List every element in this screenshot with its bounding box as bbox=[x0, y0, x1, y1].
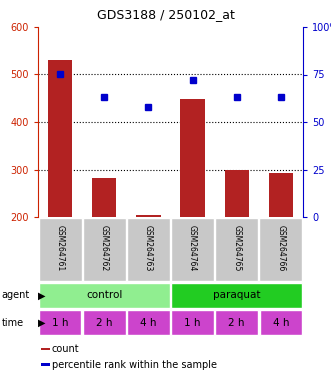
Bar bbox=[39, 283, 170, 308]
Bar bbox=[39, 310, 81, 335]
Text: 2 h: 2 h bbox=[228, 318, 245, 328]
Bar bbox=[127, 310, 170, 335]
Text: 1 h: 1 h bbox=[52, 318, 68, 328]
Text: 2 h: 2 h bbox=[96, 318, 113, 328]
Text: 4 h: 4 h bbox=[273, 318, 289, 328]
Bar bbox=[127, 218, 170, 281]
Text: GSM264762: GSM264762 bbox=[100, 225, 109, 271]
Text: control: control bbox=[86, 291, 122, 301]
Text: percentile rank within the sample: percentile rank within the sample bbox=[52, 359, 217, 369]
Bar bbox=[260, 310, 302, 335]
Text: ▶: ▶ bbox=[38, 318, 45, 328]
Bar bbox=[171, 218, 214, 281]
Text: time: time bbox=[2, 318, 24, 328]
Bar bbox=[136, 215, 161, 217]
Text: GSM264764: GSM264764 bbox=[188, 225, 197, 271]
Text: GSM264766: GSM264766 bbox=[276, 225, 285, 271]
Text: 4 h: 4 h bbox=[140, 318, 157, 328]
Text: ▶: ▶ bbox=[38, 291, 45, 301]
Text: GDS3188 / 250102_at: GDS3188 / 250102_at bbox=[97, 8, 234, 21]
Bar bbox=[171, 283, 302, 308]
Text: agent: agent bbox=[2, 291, 30, 301]
Bar bbox=[83, 310, 125, 335]
Bar bbox=[38, 218, 82, 281]
Text: GSM264765: GSM264765 bbox=[232, 225, 241, 271]
Bar bbox=[260, 218, 303, 281]
Bar bbox=[215, 310, 258, 335]
Bar bbox=[48, 60, 72, 217]
Bar bbox=[41, 348, 50, 351]
Bar bbox=[180, 99, 205, 217]
Text: count: count bbox=[52, 344, 79, 354]
Bar bbox=[171, 310, 214, 335]
Bar bbox=[269, 173, 293, 217]
Bar bbox=[41, 363, 50, 366]
Text: paraquat: paraquat bbox=[213, 291, 260, 301]
Text: GSM264763: GSM264763 bbox=[144, 225, 153, 271]
Text: GSM264761: GSM264761 bbox=[56, 225, 65, 271]
Text: 1 h: 1 h bbox=[184, 318, 201, 328]
Bar bbox=[92, 178, 117, 217]
Bar bbox=[225, 169, 249, 217]
Bar bbox=[215, 218, 258, 281]
Bar bbox=[83, 218, 126, 281]
